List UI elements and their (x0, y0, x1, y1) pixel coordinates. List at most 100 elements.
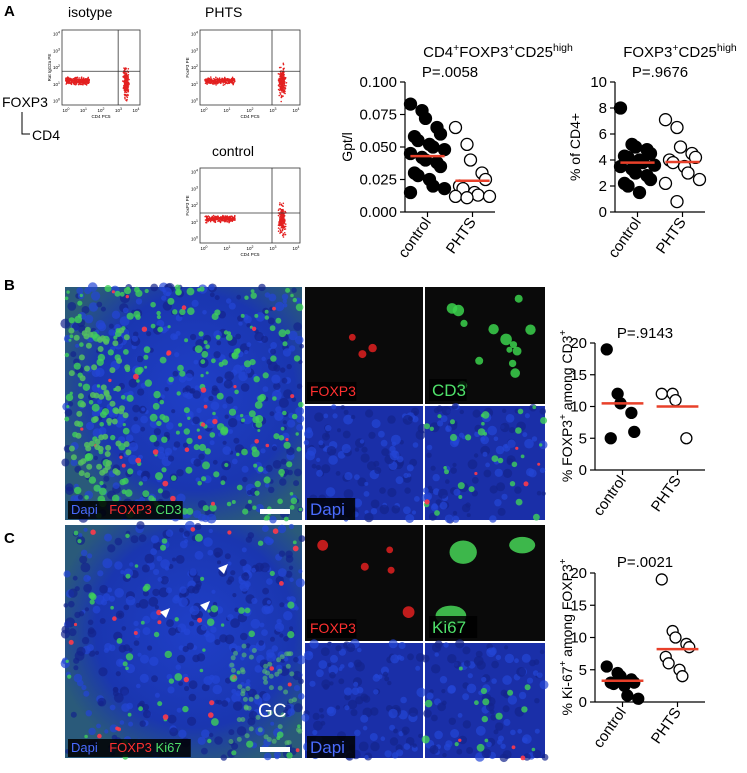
flow-event (283, 84, 286, 87)
green-cell (193, 444, 200, 451)
nucleus (243, 572, 248, 577)
green-cell (238, 607, 245, 614)
text-part: 10 (53, 32, 59, 37)
green-cell (114, 469, 121, 476)
nucleus (331, 404, 337, 410)
green-cell (263, 663, 269, 669)
nucleus (273, 751, 281, 759)
green-cell (123, 334, 130, 341)
nucleus (370, 499, 380, 509)
nucleus (119, 316, 130, 326)
nucleus (108, 644, 116, 652)
red-cell (233, 385, 237, 389)
nucleus (365, 409, 374, 418)
green-cell (187, 416, 191, 420)
flow-event (282, 236, 285, 238)
nucleus (88, 727, 96, 736)
green-cell (483, 432, 487, 436)
nucleus (68, 628, 77, 637)
green-cell (457, 482, 465, 490)
stained-cell (446, 303, 458, 314)
green-cell (293, 355, 301, 362)
data-point (680, 432, 693, 445)
red-cell (68, 639, 74, 645)
nucleus (426, 444, 433, 451)
nucleus (142, 590, 149, 597)
flow-event (211, 80, 214, 82)
text-part: + (672, 42, 678, 54)
flow-event (278, 203, 281, 206)
green-cell (97, 346, 104, 352)
nucleus (269, 411, 275, 417)
green-cell (241, 652, 247, 658)
nucleus (233, 364, 243, 374)
red-cell (170, 495, 176, 502)
x-tick-label: PHTS (648, 705, 685, 748)
nucleus (61, 458, 70, 467)
text-part: 10 (133, 108, 139, 113)
nucleus (442, 752, 447, 758)
nucleus (236, 726, 247, 736)
text-part: 0 (196, 236, 198, 240)
flow-event (230, 217, 233, 219)
nucleus (421, 654, 430, 663)
nucleus (354, 729, 361, 737)
flow-tick: 102 (98, 107, 105, 113)
stained-cell (509, 341, 518, 349)
green-cell (449, 433, 458, 442)
nucleus (508, 427, 516, 434)
text-part: 0 (58, 98, 60, 102)
flow-event (280, 100, 283, 103)
green-cell (161, 538, 168, 544)
nucleus (81, 684, 87, 691)
flow-event (280, 223, 283, 226)
green-cell (84, 734, 88, 739)
green-cell (243, 360, 252, 368)
text-part: 10 (191, 186, 197, 191)
flow-event (73, 82, 76, 84)
green-cell (64, 352, 70, 358)
nucleus (184, 373, 193, 382)
nucleus (152, 588, 160, 597)
nucleus (389, 450, 400, 461)
green-cell (82, 383, 91, 391)
green-cell (247, 499, 252, 504)
nucleus (258, 283, 266, 292)
green-cell (251, 449, 260, 458)
chart-title: FOXP3+CD25high (623, 42, 737, 61)
flow-event (232, 216, 234, 219)
nucleus (81, 636, 90, 645)
green-cell (144, 379, 152, 387)
nucleus (483, 469, 492, 478)
red-cell (511, 745, 516, 750)
nucleus (114, 588, 124, 598)
green-cell (184, 338, 189, 343)
nucleus (271, 374, 281, 384)
flow-event (204, 215, 206, 218)
text-part: 10 (63, 108, 69, 113)
green-cell (185, 466, 193, 474)
flow-event (221, 79, 223, 81)
flow-event (277, 209, 280, 211)
axis-legend-y: FOXP3 (2, 94, 48, 110)
stained-cell (460, 319, 468, 327)
green-cell (458, 666, 463, 671)
nucleus (325, 424, 332, 432)
nucleus (213, 351, 221, 359)
green-cell (263, 734, 269, 740)
nucleus (458, 735, 468, 745)
text-part: 10 (191, 65, 197, 70)
nucleus (75, 343, 80, 348)
red-cell (269, 666, 275, 671)
green-cell (178, 422, 183, 427)
nucleus (522, 432, 528, 438)
green-cell (252, 505, 257, 510)
flow-event (279, 219, 281, 221)
text-part: 10 (191, 170, 197, 175)
nucleus (327, 662, 332, 668)
nucleus (507, 695, 518, 705)
data-point (426, 140, 440, 154)
green-cell (282, 410, 287, 416)
nucleus (447, 654, 457, 664)
nucleus (133, 640, 140, 646)
